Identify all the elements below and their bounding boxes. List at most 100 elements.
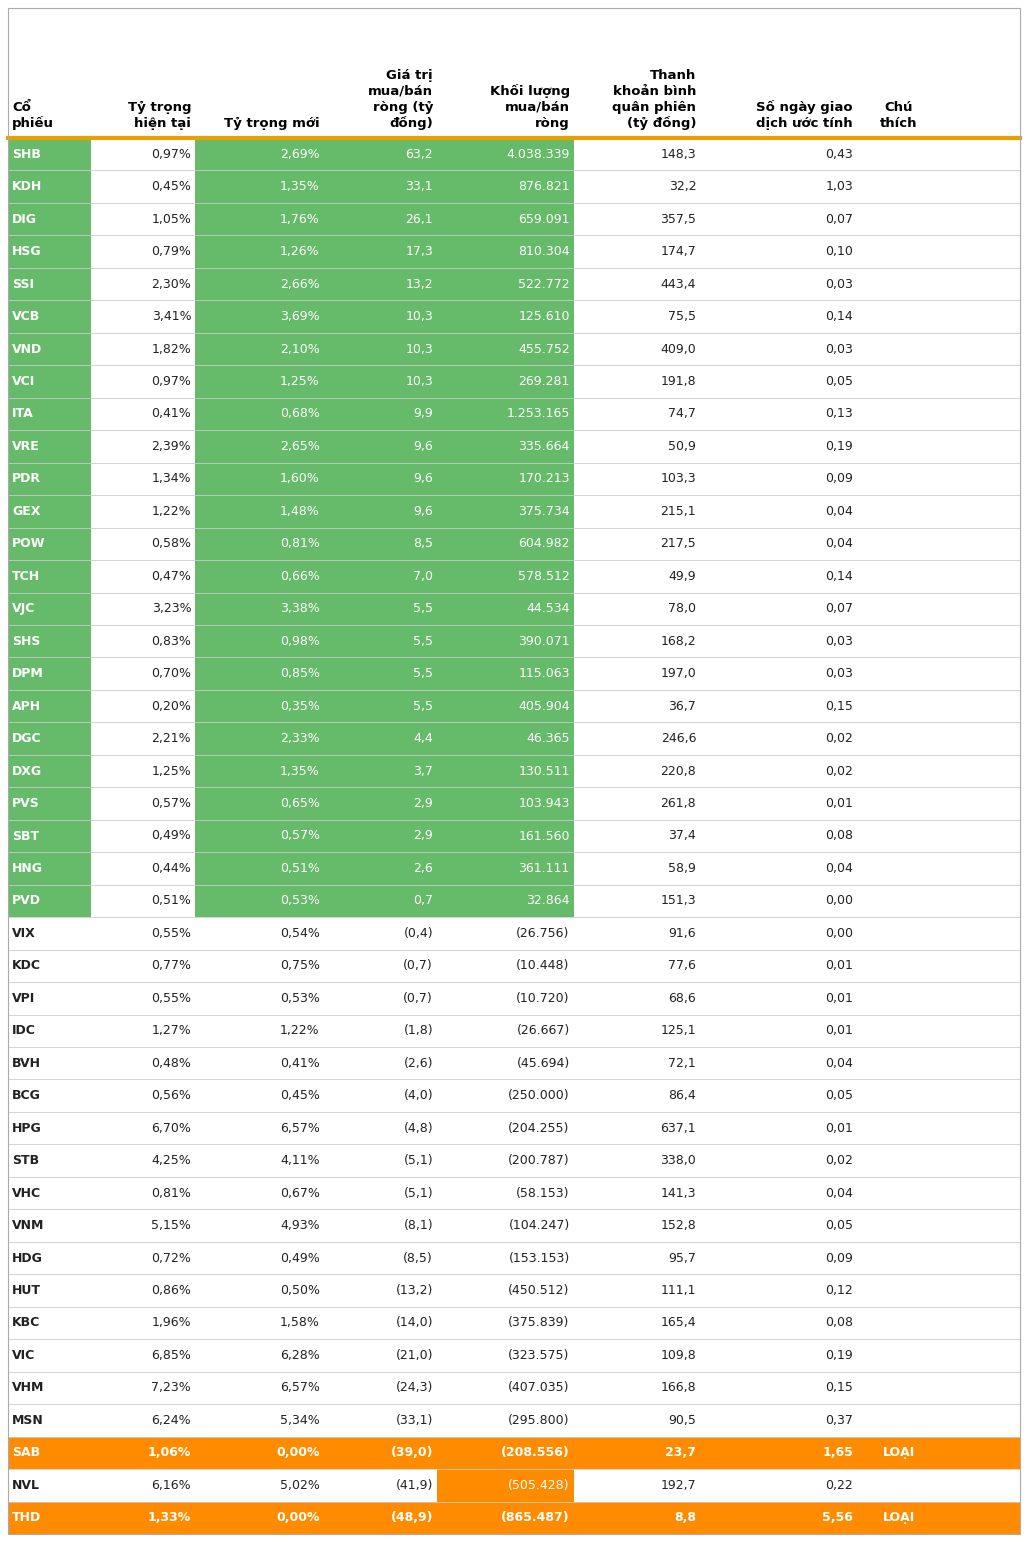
Text: 0,00%: 0,00%: [277, 1511, 320, 1525]
Text: 0,97%: 0,97%: [151, 148, 191, 160]
Text: 191,8: 191,8: [661, 375, 696, 389]
Bar: [8, 527, 91, 560]
Text: (375.839): (375.839): [508, 1317, 570, 1329]
Text: 0,04: 0,04: [825, 504, 853, 518]
Text: 141,3: 141,3: [661, 1187, 696, 1200]
Text: 1,27%: 1,27%: [151, 1024, 191, 1038]
Text: VIC: VIC: [12, 1349, 35, 1362]
Text: (41,9): (41,9): [396, 1479, 433, 1491]
Text: MSN: MSN: [12, 1414, 44, 1426]
Text: 6,70%: 6,70%: [151, 1121, 191, 1135]
Text: 269.281: 269.281: [518, 375, 570, 389]
Bar: [940, 1437, 1020, 1470]
Bar: [324, 171, 437, 204]
Bar: [324, 1437, 437, 1470]
Text: HDG: HDG: [12, 1252, 43, 1264]
Text: 103,3: 103,3: [661, 472, 696, 486]
Text: VCB: VCB: [12, 310, 40, 324]
Text: 0,08: 0,08: [825, 1317, 853, 1329]
Text: 217,5: 217,5: [660, 537, 696, 550]
Text: (5,1): (5,1): [403, 1187, 433, 1200]
Text: 0,09: 0,09: [825, 1252, 853, 1264]
Bar: [700, 1437, 857, 1470]
Bar: [8, 463, 91, 495]
Bar: [195, 365, 324, 398]
Text: 49,9: 49,9: [668, 571, 696, 583]
Text: 1,96%: 1,96%: [151, 1317, 191, 1329]
Bar: [574, 1437, 700, 1470]
Text: 6,85%: 6,85%: [151, 1349, 191, 1362]
Text: 148,3: 148,3: [661, 148, 696, 160]
Text: 0,47%: 0,47%: [151, 571, 191, 583]
Text: ITA: ITA: [12, 407, 34, 421]
Text: 0,14: 0,14: [825, 310, 853, 324]
Bar: [8, 689, 91, 722]
Text: 338,0: 338,0: [660, 1153, 696, 1167]
Text: 0,01: 0,01: [825, 1024, 853, 1038]
Text: 109,8: 109,8: [660, 1349, 696, 1362]
Bar: [324, 625, 437, 657]
Text: 0,53%: 0,53%: [280, 894, 320, 907]
Text: 166,8: 166,8: [661, 1382, 696, 1394]
Text: 2,21%: 2,21%: [151, 732, 191, 745]
Text: 0,14: 0,14: [825, 571, 853, 583]
Text: 361.111: 361.111: [518, 862, 570, 874]
Text: (8,1): (8,1): [403, 1220, 433, 1232]
Text: (0,7): (0,7): [403, 992, 433, 1005]
Bar: [437, 788, 574, 820]
Text: DGC: DGC: [12, 732, 41, 745]
Text: 68,6: 68,6: [668, 992, 696, 1005]
Text: 0,45%: 0,45%: [280, 1089, 320, 1103]
Bar: [437, 625, 574, 657]
Text: (tỷ đồng): (tỷ đồng): [627, 116, 696, 130]
Text: 604.982: 604.982: [518, 537, 570, 550]
Text: 6,16%: 6,16%: [151, 1479, 191, 1491]
Text: 0,07: 0,07: [825, 603, 853, 615]
Text: 115.063: 115.063: [518, 668, 570, 680]
Text: (5,1): (5,1): [403, 1153, 433, 1167]
Text: 0,70%: 0,70%: [151, 668, 191, 680]
Bar: [437, 171, 574, 204]
Text: hiện tại: hiện tại: [135, 117, 191, 130]
Bar: [195, 788, 324, 820]
Text: 0,05: 0,05: [825, 1089, 853, 1103]
Text: DIG: DIG: [12, 213, 37, 225]
Text: SSI: SSI: [12, 278, 34, 290]
Text: 409,0: 409,0: [660, 342, 696, 356]
Text: (58.153): (58.153): [516, 1187, 570, 1200]
Text: 9,6: 9,6: [413, 504, 433, 518]
Text: Thanh: Thanh: [650, 69, 696, 82]
Text: 6,24%: 6,24%: [151, 1414, 191, 1426]
Bar: [195, 171, 324, 204]
Text: 32,2: 32,2: [668, 180, 696, 193]
Text: 7,0: 7,0: [413, 571, 433, 583]
Text: 2,69%: 2,69%: [280, 148, 320, 160]
Text: (208.556): (208.556): [501, 1446, 570, 1459]
Text: ròng (tỷ: ròng (tỷ: [372, 100, 433, 114]
Text: (26.667): (26.667): [516, 1024, 570, 1038]
Bar: [940, 1502, 1020, 1534]
Bar: [8, 885, 91, 917]
Text: (39,0): (39,0): [391, 1446, 433, 1459]
Bar: [437, 560, 574, 592]
Text: 192,7: 192,7: [661, 1479, 696, 1491]
Bar: [437, 592, 574, 625]
Text: VNM: VNM: [12, 1220, 44, 1232]
Text: 111,1: 111,1: [661, 1284, 696, 1297]
Text: (0,7): (0,7): [403, 959, 433, 973]
Text: 1,34%: 1,34%: [151, 472, 191, 486]
Text: KDC: KDC: [12, 959, 41, 973]
Text: 44.534: 44.534: [526, 603, 570, 615]
Text: 0,55%: 0,55%: [151, 992, 191, 1005]
Bar: [8, 853, 91, 885]
Text: SAB: SAB: [12, 1446, 40, 1459]
Text: VHM: VHM: [12, 1382, 44, 1394]
Text: 0,20%: 0,20%: [151, 700, 191, 712]
Text: BCG: BCG: [12, 1089, 41, 1103]
Text: VRE: VRE: [12, 439, 40, 453]
Bar: [195, 137, 324, 171]
Text: 0,57%: 0,57%: [151, 797, 191, 810]
Text: 9,6: 9,6: [413, 472, 433, 486]
Bar: [8, 495, 91, 527]
Bar: [91, 1437, 195, 1470]
